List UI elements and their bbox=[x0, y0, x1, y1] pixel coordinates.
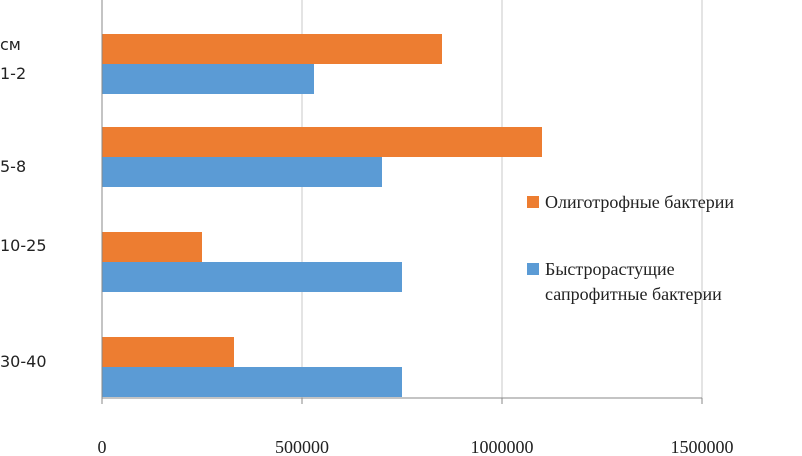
bar-saprophytic-1-2 bbox=[102, 64, 314, 94]
bar-saprophytic-5-8 bbox=[102, 157, 382, 187]
bar-oligotrophic-1-2 bbox=[102, 34, 442, 64]
y-tick-labels: 1-2 5-8 10-25 30-40 bbox=[0, 64, 47, 371]
y-tick-label: 30-40 bbox=[0, 352, 47, 371]
y-tick-label: 5-8 bbox=[0, 157, 26, 176]
axes bbox=[101, 0, 703, 404]
legend-label: Быстрорастущие сапрофитные бактерии bbox=[545, 259, 722, 304]
x-tick-labels: 0 500000 1000000 1500000 bbox=[98, 437, 734, 456]
bar-saprophytic-30-40 bbox=[102, 367, 402, 397]
legend-swatch bbox=[527, 196, 539, 208]
x-tick-label: 0 bbox=[98, 437, 107, 456]
bar-oligotrophic-10-25 bbox=[102, 232, 202, 262]
y-tick-label: 10-25 bbox=[0, 236, 47, 255]
bar-oligotrophic-5-8 bbox=[102, 127, 542, 157]
x-tick-label: 1500000 bbox=[671, 437, 734, 456]
x-tick-label: 1000000 bbox=[471, 437, 534, 456]
bar-saprophytic-10-25 bbox=[102, 262, 402, 292]
y-tick-label: 1-2 bbox=[0, 64, 26, 83]
y-unit-label: см bbox=[0, 35, 21, 54]
bars-group bbox=[102, 34, 542, 397]
legend-swatch bbox=[527, 263, 539, 275]
legend-label: Олиготрофные бактерии bbox=[545, 192, 734, 212]
bar-oligotrophic-30-40 bbox=[102, 337, 234, 367]
x-tick-label: 500000 bbox=[275, 437, 329, 456]
legend: Олиготрофные бактерии Быстрорастущие сапро… bbox=[527, 192, 734, 304]
